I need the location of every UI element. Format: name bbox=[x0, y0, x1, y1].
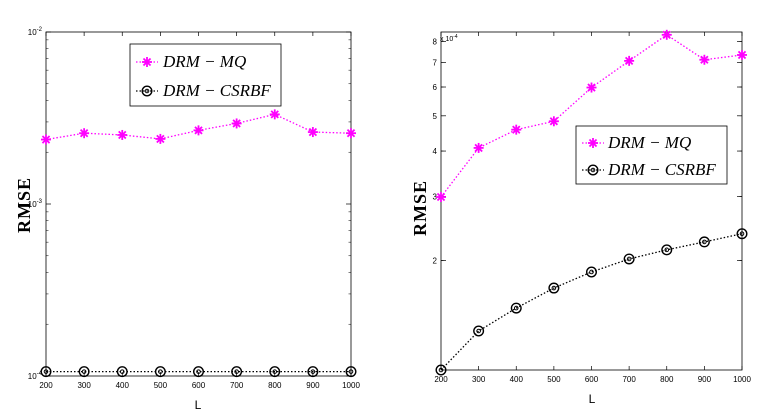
x-tick-label: 200 bbox=[434, 375, 448, 384]
x-tick-label: 700 bbox=[622, 375, 636, 384]
left-series-1-point-1 bbox=[78, 366, 90, 378]
left-series bbox=[40, 109, 357, 378]
right-series-1-point-3 bbox=[548, 282, 560, 294]
right-series-0-point-7 bbox=[699, 54, 710, 65]
right-series-0-point-0 bbox=[436, 192, 446, 203]
left-legend-mq-marker-shape bbox=[142, 57, 152, 67]
left-x-axis-label: L bbox=[195, 398, 202, 412]
y-tick-label: 5 bbox=[433, 112, 438, 121]
left-series-1-point-8 bbox=[345, 366, 357, 378]
right-series-0-point-5 bbox=[624, 55, 635, 66]
right-legend-box bbox=[575, 125, 728, 185]
left-series-1-point-5 bbox=[231, 366, 243, 378]
right-series-0-point-8 bbox=[737, 49, 747, 60]
x-tick-label: 900 bbox=[306, 381, 320, 390]
left-legend-csrbf-marker-shape bbox=[141, 85, 153, 97]
left-series-0-point-7 bbox=[307, 127, 318, 138]
right-series-1-point-6 bbox=[661, 244, 673, 256]
left-series-1-point-0 bbox=[40, 366, 52, 378]
left-series-1-point-4 bbox=[192, 366, 204, 378]
x-tick-label: 400 bbox=[510, 375, 524, 384]
y-tick-label: 4 bbox=[433, 147, 438, 156]
right-y-axis-label: RMSE bbox=[410, 180, 430, 236]
right-legend-mq-marker-shape bbox=[588, 138, 598, 148]
y-tick-label: 7 bbox=[433, 59, 438, 68]
y-tick-label: 10-2 bbox=[28, 27, 43, 37]
left-series-1-point-7 bbox=[307, 366, 319, 378]
right-legend-mq-marker bbox=[588, 138, 598, 148]
left-y-axis-label: RMSE bbox=[14, 177, 34, 233]
left-series-0-point-2 bbox=[117, 129, 128, 140]
right-series-0-point-4 bbox=[586, 82, 597, 93]
right-legend: DRM − MQ DRM − CSRBF bbox=[575, 125, 728, 185]
right-series-1-point-4 bbox=[586, 266, 598, 278]
left-series-0-point-5 bbox=[231, 118, 242, 129]
x-tick-label: 600 bbox=[192, 381, 206, 390]
right-series-0-point-2 bbox=[511, 124, 522, 135]
y-tick-label: 6 bbox=[433, 83, 438, 92]
right-chart: 2 3 4 5 6 7 8 200 300 400 500 600 700 800 900 1000 x 1… bbox=[410, 29, 751, 406]
right-series-1-point-1 bbox=[473, 325, 485, 337]
left-x-ticks: 200 300 400 500 600 700 800 900 1000 bbox=[39, 32, 360, 390]
left-legend-mq-marker bbox=[142, 57, 152, 67]
left-legend-csrbf-marker bbox=[141, 85, 153, 97]
left-series-0-point-3 bbox=[155, 133, 166, 144]
y-tick-label: 10-3 bbox=[28, 199, 43, 209]
right-legend-csrbf-marker-shape bbox=[587, 164, 599, 176]
right-y-multiplier: x 10-4 bbox=[440, 34, 458, 43]
y-tick-label: 2 bbox=[433, 257, 438, 266]
left-series-0-point-1 bbox=[79, 128, 90, 139]
right-legend-csrbf-label: DRM − CSRBF bbox=[607, 160, 716, 179]
right-series-1-point-0 bbox=[435, 364, 447, 376]
x-tick-label: 300 bbox=[77, 381, 91, 390]
right-x-ticks: 200 300 400 500 600 700 800 900 1000 bbox=[434, 32, 751, 384]
right-series-1-point-8 bbox=[736, 228, 748, 240]
left-legend-csrbf-label: DRM − CSRBF bbox=[162, 81, 271, 100]
x-tick-label: 700 bbox=[230, 381, 244, 390]
x-tick-label: 500 bbox=[547, 375, 561, 384]
right-series-1-point-5 bbox=[623, 253, 635, 265]
left-series-0-point-8 bbox=[346, 128, 356, 139]
right-series-0-point-1 bbox=[473, 142, 484, 153]
left-series-1-point-6 bbox=[269, 366, 281, 378]
x-tick-label: 1000 bbox=[342, 381, 360, 390]
right-x-axis-label: L bbox=[589, 392, 596, 406]
x-tick-label: 1000 bbox=[733, 375, 751, 384]
left-series-0-point-0 bbox=[41, 134, 51, 145]
x-tick-label: 500 bbox=[154, 381, 168, 390]
right-series bbox=[435, 29, 748, 376]
x-tick-label: 800 bbox=[660, 375, 674, 384]
y-tick-label: 8 bbox=[433, 38, 438, 47]
y-tick-label: 3 bbox=[433, 192, 438, 201]
right-series-1-point-2 bbox=[510, 302, 522, 314]
left-series-1-point-3 bbox=[154, 366, 166, 378]
x-tick-label: 200 bbox=[39, 381, 53, 390]
right-series-0-point-3 bbox=[548, 116, 559, 127]
x-tick-label: 600 bbox=[585, 375, 599, 384]
left-series-0-point-4 bbox=[193, 125, 204, 136]
left-legend: DRM − MQ DRM − CSRBF bbox=[129, 43, 282, 107]
x-tick-label: 300 bbox=[472, 375, 486, 384]
left-series-0-point-6 bbox=[269, 109, 280, 120]
left-legend-mq-label: DRM − MQ bbox=[162, 52, 246, 71]
left-legend-box bbox=[129, 43, 282, 107]
x-tick-label: 900 bbox=[698, 375, 712, 384]
y-tick-label: 10-4 bbox=[28, 371, 43, 381]
x-tick-label: 400 bbox=[116, 381, 130, 390]
right-legend-csrbf-marker bbox=[587, 164, 599, 176]
x-tick-label: 800 bbox=[268, 381, 282, 390]
left-series-1-point-2 bbox=[116, 366, 128, 378]
right-legend-mq-label: DRM − MQ bbox=[607, 133, 691, 152]
right-series-0-point-6 bbox=[661, 29, 672, 40]
left-chart: 10-2 10-3 10-4 200 300 400 500 600 700 800 900 100… bbox=[14, 27, 360, 412]
right-series-1-point-7 bbox=[698, 236, 710, 248]
right-y-ticks: 2 3 4 5 6 7 8 bbox=[433, 38, 742, 266]
